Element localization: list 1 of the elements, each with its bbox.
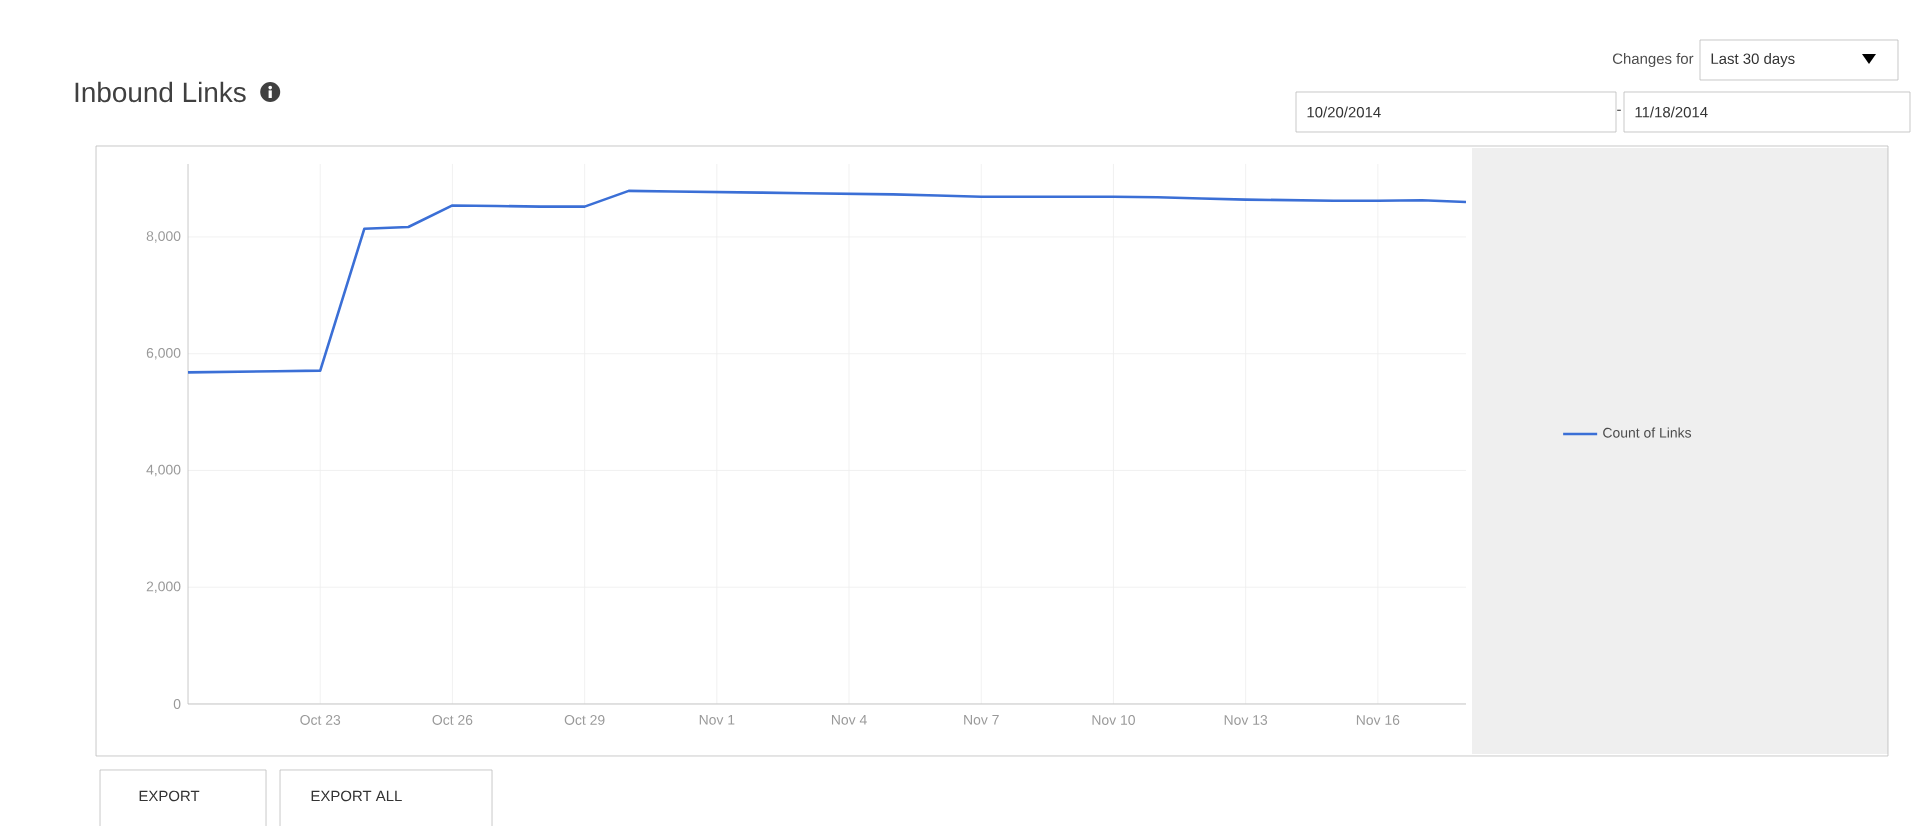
chart-title: Inbound Links xyxy=(75,81,246,103)
